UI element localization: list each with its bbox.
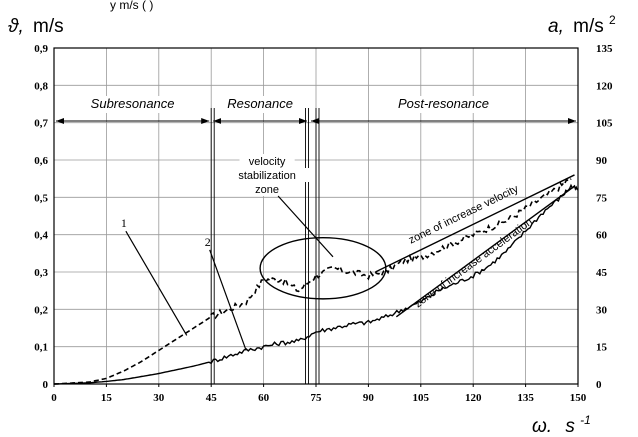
zone-bands: Subresonance Resonance Post-resonance <box>56 96 576 384</box>
stabilization-ellipse <box>259 236 387 300</box>
curve-label-2: 2 <box>205 235 211 249</box>
y-right-tick-label: 30 <box>596 304 608 316</box>
stabilization-leader <box>277 195 334 258</box>
y-right-tick-label: 135 <box>596 43 613 55</box>
y-left-tick-label: 0,4 <box>34 230 48 242</box>
x-tick-label: 60 <box>258 392 270 404</box>
trend-line <box>375 174 575 273</box>
y-right-unit: m/s <box>573 16 604 37</box>
series-2-line <box>53 183 579 385</box>
y-right-axis-title: a, m/s 2 <box>548 13 616 37</box>
y-right-tick-label: 90 <box>596 155 608 167</box>
y-left-tick-label: 0,2 <box>34 304 48 316</box>
axes <box>53 47 579 387</box>
y-right-tick-label: 120 <box>596 80 613 92</box>
y-right-tick-label: 45 <box>596 267 608 279</box>
y-left-tick-label: 0,7 <box>34 118 48 130</box>
y-left-tick-label: 0 <box>43 379 49 391</box>
series-group <box>53 178 579 385</box>
stabilization-label-bg <box>223 168 311 182</box>
y-left-tick-label: 0,6 <box>34 155 48 167</box>
x-tick-label: 90 <box>363 392 375 404</box>
y-left-tick-label: 0,1 <box>34 342 48 354</box>
stabilization-label-line: velocity <box>249 156 286 168</box>
zone-label: Post-resonance <box>398 96 489 111</box>
x-unit: s <box>565 416 575 437</box>
x-tick-label: 30 <box>153 392 165 404</box>
x-tick-label: 75 <box>311 392 323 404</box>
stabilization-label-line: zone <box>255 184 279 196</box>
y-right-tick-label: 15 <box>596 342 608 354</box>
x-unit-sup: -1 <box>580 413 591 427</box>
y-left-tick-label: 0,3 <box>34 267 48 279</box>
x-tick-label: 150 <box>570 392 587 404</box>
y-left-tick-label: 0,9 <box>34 43 48 55</box>
trend-line <box>395 185 575 318</box>
y-right-tick-label: 105 <box>596 118 613 130</box>
y-left-axis-title: ϑ, m/s <box>8 16 64 37</box>
zone-label-bg <box>86 96 179 113</box>
tick-labels: 0 15 30 45 60 75 90 105 120 135 15000,10,20,30,40,… <box>34 43 613 404</box>
series-1-line <box>53 178 572 385</box>
x-tick-label: 120 <box>465 392 482 404</box>
x-tick-label: 15 <box>101 392 113 404</box>
stabilization-label-line: stabilization <box>238 170 295 182</box>
y-right-tick-label: 75 <box>596 192 608 204</box>
curve-label-leader <box>209 249 247 351</box>
x-symbol: ω. <box>532 416 552 437</box>
x-tick-label: 0 <box>51 392 57 404</box>
y-left-unit: m/s <box>33 16 64 37</box>
x-tick-label: 105 <box>413 392 430 404</box>
stabilization-label-bg <box>252 182 282 196</box>
y-right-tick-label: 60 <box>596 230 608 242</box>
x-tick-label: 135 <box>517 392 534 404</box>
y-right-symbol: a, <box>548 16 564 37</box>
y-right-tick-label: 0 <box>596 379 602 391</box>
curve-label-1: 1 <box>121 216 127 230</box>
x-tick-label: 45 <box>206 392 218 404</box>
stabilization-label-bg <box>239 154 295 168</box>
y-left-symbol: ϑ, <box>8 16 24 37</box>
zone-label-bg <box>390 96 497 113</box>
x-axis-title: ω. s -1 <box>532 413 591 437</box>
y-left-tick-label: 0,5 <box>34 192 48 204</box>
top-caption: y m/s ( ) <box>110 0 153 12</box>
zone-label-bg <box>224 96 296 113</box>
zone-label: Resonance <box>227 96 293 111</box>
y-left-tick-label: 0,8 <box>34 80 48 92</box>
curve-label-leader <box>125 230 188 336</box>
zone-label: Subresonance <box>91 96 175 111</box>
y-right-unit-sup: 2 <box>609 13 616 27</box>
